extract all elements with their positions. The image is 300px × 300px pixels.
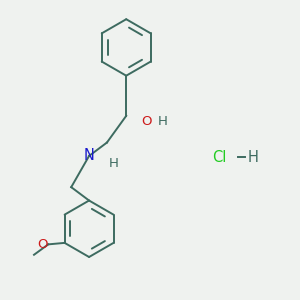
- Text: N: N: [84, 148, 94, 164]
- Text: O: O: [141, 115, 152, 128]
- Text: H: H: [108, 157, 118, 170]
- Text: H: H: [248, 150, 259, 165]
- Text: H: H: [158, 115, 167, 128]
- Text: O: O: [37, 238, 48, 251]
- Text: Cl: Cl: [212, 150, 227, 165]
